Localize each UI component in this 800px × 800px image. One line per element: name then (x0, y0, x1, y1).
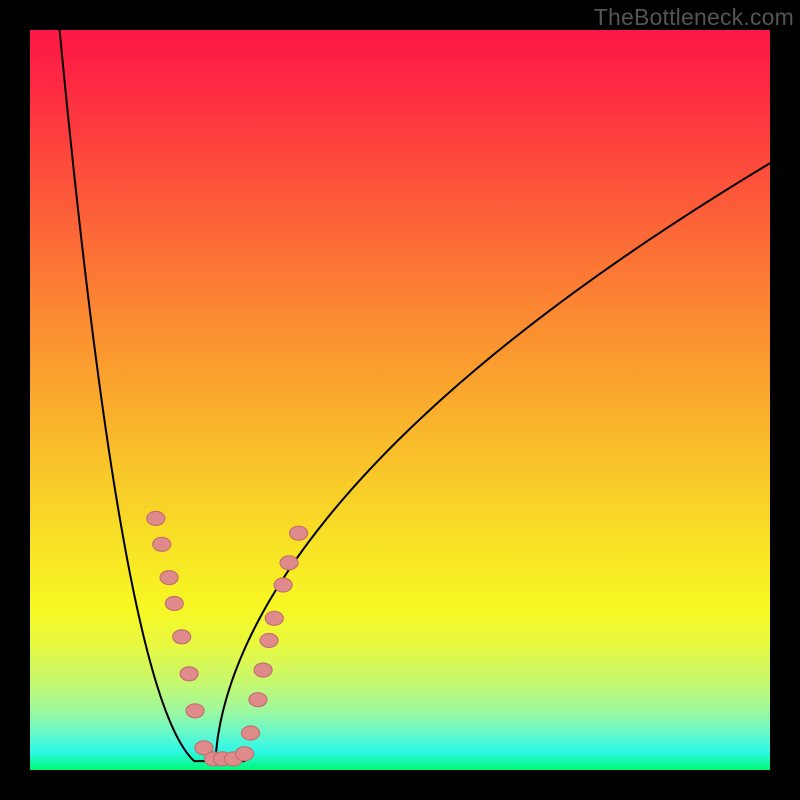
gradient-background (30, 30, 770, 770)
watermark-text: TheBottleneck.com (594, 4, 794, 31)
plot-area (30, 30, 770, 770)
figure-container: TheBottleneck.com (0, 0, 800, 800)
